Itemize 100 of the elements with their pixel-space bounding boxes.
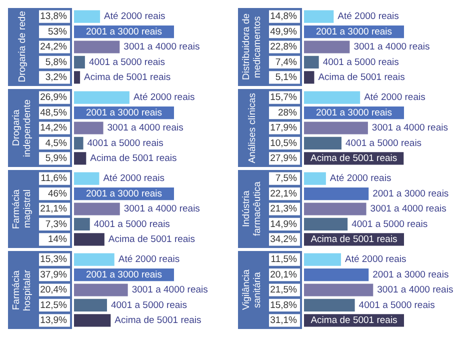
- data-label: 21,5%: [270, 284, 298, 296]
- data-label: 20,1%: [270, 269, 298, 280]
- text: Drogaria de rede: [16, 11, 28, 83]
- y-tick-label: Acima de 5001 reais: [84, 72, 171, 84]
- y-tick-label: 4001 a 5000 reais: [322, 56, 400, 68]
- data-label: 15,7%: [270, 92, 298, 104]
- data-label: 15,8%: [270, 300, 298, 311]
- bar: [74, 10, 100, 23]
- data-label: 49,9%: [270, 26, 298, 38]
- y-tick-label: Acima de 5001 reais: [310, 153, 398, 164]
- y-tick-label: 2001 a 3000 reais: [372, 188, 449, 200]
- y-tick-label: Até 2000 reais: [118, 254, 180, 266]
- y-tick-label: 4001 a 5000 reais: [352, 218, 428, 230]
- y-tick-label: 3001 a 4000 reais: [370, 204, 447, 215]
- data-label: 11,5%: [270, 254, 298, 266]
- y-tick-label: Até 2000 reais: [364, 92, 426, 104]
- text: Drogaria independente: [11, 89, 33, 167]
- y-tick-label: 3001 a 4000 reais: [354, 42, 430, 53]
- data-label: 28%: [278, 107, 298, 118]
- data-label: 26,9%: [40, 92, 68, 104]
- y-tick-label: 2001 a 3000 reais: [86, 188, 162, 200]
- bar: [304, 56, 319, 68]
- data-label: 17,9%: [270, 122, 298, 134]
- bar: [74, 284, 128, 296]
- y-tick-label: Acima de 5001 reais: [310, 315, 398, 326]
- bar: [304, 202, 366, 216]
- bar: [74, 122, 104, 134]
- data-label: 31,1%: [270, 315, 298, 326]
- y-tick-label: 4001 a 5000 reais: [110, 300, 188, 311]
- data-label: 27,9%: [270, 153, 298, 164]
- data-label: 7,3%: [45, 218, 68, 230]
- y-tick-label: 3001 a 4000 reais: [124, 42, 200, 53]
- data-label: 22,8%: [270, 42, 298, 53]
- y-tick-label: 4001 a 5000 reais: [88, 56, 166, 68]
- bar: [304, 284, 374, 296]
- data-label: 7,4%: [275, 56, 298, 68]
- bar: [304, 188, 369, 200]
- text: Distribuidora de medicamentos: [241, 8, 263, 86]
- y-tick-label: 3001 a 4000 reais: [124, 204, 200, 215]
- y-tick-label: Até 2000 reais: [344, 254, 406, 266]
- y-tick-label: 4001 a 5000 reais: [358, 300, 436, 311]
- data-label: 22,1%: [270, 188, 298, 200]
- data-label: 53%: [48, 26, 68, 38]
- bar: [304, 218, 348, 230]
- y-tick-label: 4001 a 5000 reais: [346, 138, 422, 149]
- bar: [74, 56, 85, 68]
- y-tick-label: Acima de 5001 reais: [108, 234, 196, 246]
- bar: [304, 91, 360, 104]
- bar: [304, 253, 341, 266]
- bar: [304, 136, 342, 150]
- bar: [74, 136, 84, 150]
- y-tick-label: 4001 a 5000 reais: [94, 218, 170, 230]
- y-tick-label: 4001 a 5000 reais: [87, 138, 164, 149]
- data-label: 46%: [48, 188, 68, 200]
- y-tick-label: Acima de 5001 reais: [318, 72, 406, 84]
- text: Farmácia hospitalar: [11, 251, 33, 329]
- bar: [74, 314, 111, 327]
- y-tick-label: 3001 a 4000 reais: [132, 284, 208, 296]
- y-tick-label: Acima de 5001 reais: [310, 234, 398, 246]
- data-label: 37,9%: [40, 269, 68, 280]
- y-tick-label: 2001 a 3000 reais: [86, 107, 162, 118]
- y-tick-label: Até 2000 reais: [103, 173, 165, 184]
- y-tick-label: Até 2000 reais: [338, 11, 400, 22]
- data-label: 24,2%: [40, 42, 68, 53]
- bar: [74, 40, 120, 54]
- y-tick-label: Acima de 5001 reais: [114, 315, 202, 326]
- data-label: 10,5%: [270, 138, 298, 149]
- data-label: 5,1%: [275, 72, 298, 84]
- y-tick-label: Até 2000 reais: [104, 11, 166, 22]
- y-tick-label: Até 2000 reais: [330, 173, 392, 184]
- bar: [304, 172, 326, 185]
- bar: [304, 71, 314, 84]
- bar: [304, 40, 350, 54]
- y-tick-label: Acima de 5001 reais: [90, 153, 178, 164]
- y-tick-label: 2001 a 3000 reais: [372, 269, 449, 280]
- bar: [74, 71, 80, 84]
- data-label: 21,1%: [40, 204, 68, 215]
- text: Análises clínicas: [246, 92, 258, 164]
- bar: [74, 172, 100, 185]
- data-label: 14%: [48, 234, 68, 246]
- data-label: 5,9%: [45, 153, 68, 164]
- bar: [74, 91, 130, 104]
- data-label: 7,5%: [275, 173, 298, 184]
- bar: [74, 152, 86, 165]
- y-tick-label: 2001 a 3000 reais: [86, 269, 162, 280]
- data-label: 13,9%: [40, 315, 68, 326]
- y-tick-label: 2001 a 3000 reais: [316, 107, 392, 118]
- bar: [74, 298, 107, 312]
- bar: [74, 218, 90, 230]
- data-label: 48,5%: [40, 107, 68, 118]
- bar: [74, 233, 104, 246]
- y-tick-label: Até 2000 reais: [133, 92, 195, 104]
- y-tick-label: 2001 a 3000 reais: [86, 26, 162, 38]
- data-label: 5,8%: [45, 56, 68, 68]
- text: Farmácia magistral: [11, 170, 33, 248]
- bar: [74, 253, 114, 266]
- bar: [304, 122, 368, 134]
- text: Indústria farmacêutica: [241, 170, 263, 248]
- data-label: 15,3%: [40, 254, 68, 266]
- data-label: 14,2%: [40, 122, 68, 134]
